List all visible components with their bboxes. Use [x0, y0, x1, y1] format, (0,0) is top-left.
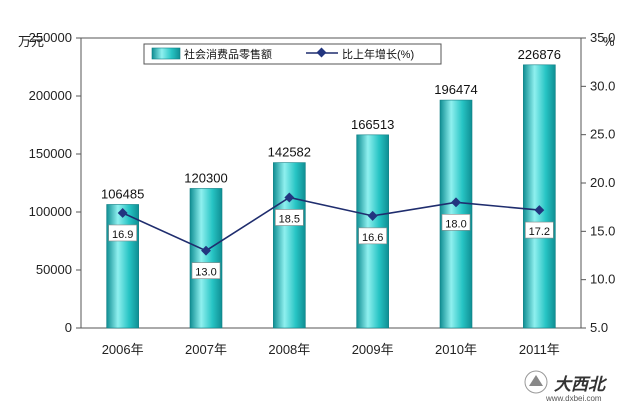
left-tick-label: 200000: [29, 88, 72, 103]
growth-label-box: [525, 221, 554, 239]
bar-value-label: 106485: [101, 186, 144, 201]
growth-label-box: [441, 214, 471, 231]
left-tick-label: 100000: [29, 204, 72, 219]
right-tick-label: 25.0: [590, 127, 615, 142]
x-category-label: 2009年: [352, 342, 394, 357]
growth-line-series: [117, 192, 545, 256]
bar-value-label: 226876: [518, 47, 561, 62]
bar-value-label: 142582: [268, 145, 311, 160]
right-axis-unit: %: [603, 34, 615, 49]
x-axis-category-labels: 2006年 2007年 2008年 2009年 2010年 2011年: [102, 342, 560, 357]
growth-label-box: [108, 224, 137, 242]
x-category-label: 2007年: [185, 342, 227, 357]
left-tick-label: 150000: [29, 146, 72, 161]
left-axis-unit: 万元: [18, 34, 44, 49]
watermark-mountain-icon: [529, 375, 543, 386]
growth-marker: [367, 210, 378, 221]
left-tick-label: 250000: [29, 30, 72, 45]
x-category-label: 2011年: [519, 342, 560, 357]
growth-line: [122, 196, 540, 252]
growth-marker: [117, 208, 128, 218]
right-tick-label: 30.0: [590, 78, 615, 93]
growth-label-box: [275, 209, 304, 226]
legend-line-label: 比上年增长(%): [342, 47, 414, 61]
bar-value-labels: 106485 120300 142582 166513 196474 226876: [101, 47, 561, 202]
x-category-label: 2010年: [435, 342, 477, 357]
legend-box: [143, 43, 442, 65]
growth-value-label: 17.2: [529, 226, 550, 238]
legend-bar-label: 社会消费品零售额: [184, 47, 272, 61]
legend-bar-swatch: [151, 47, 181, 60]
growth-value-label: 18.5: [279, 214, 300, 226]
growth-label-box: [191, 262, 221, 279]
watermark-logo-text: 大西北: [554, 375, 608, 394]
right-tick-label: 15.0: [590, 223, 615, 238]
growth-label-box: [358, 227, 387, 245]
bar-value-label: 196474: [434, 82, 477, 97]
right-tick-label: 5.0: [590, 320, 608, 335]
x-category-label: 2008年: [268, 342, 310, 357]
growth-value-label: 18.0: [445, 218, 466, 230]
growth-value-label: 13.0: [195, 267, 216, 279]
plot-area: [80, 37, 582, 329]
left-tick-label: 50000: [36, 262, 72, 277]
growth-marker: [534, 205, 545, 216]
left-axis-ticks: 0 50000 100000 150000 200000 250000: [29, 30, 81, 335]
bar-2007年: [189, 188, 223, 329]
right-tick-label: 20.0: [590, 175, 615, 190]
watermark-logo: 大西北 www.dxbei.com: [524, 370, 608, 403]
bar-2006年: [106, 204, 139, 329]
right-tick-label: 10.0: [590, 272, 615, 287]
bar-2008年: [273, 162, 306, 329]
bar-value-label: 166513: [351, 117, 394, 132]
right-axis-ticks: 5.0 10.0 15.0 20.0 25.0 30.0 35.0: [581, 30, 615, 335]
growth-marker: [284, 192, 295, 203]
watermark-url: www.dxbei.com: [545, 394, 602, 403]
x-category-label: 2006年: [102, 342, 144, 357]
right-tick-label: 35.0: [590, 30, 615, 45]
growth-value-label: 16.9: [112, 229, 133, 241]
legend: 社会消费品零售额 比上年增长(%): [143, 43, 442, 65]
bar-value-label: 120300: [184, 170, 227, 185]
growth-marker: [451, 197, 461, 208]
growth-marker: [201, 245, 211, 256]
growth-value-labels: 16.9 13.0 18.5 16.6 18.0 17.2: [108, 209, 554, 279]
bar-2011年: [523, 64, 556, 329]
left-tick-label: 0: [65, 320, 72, 335]
growth-value-label: 16.6: [362, 232, 383, 244]
